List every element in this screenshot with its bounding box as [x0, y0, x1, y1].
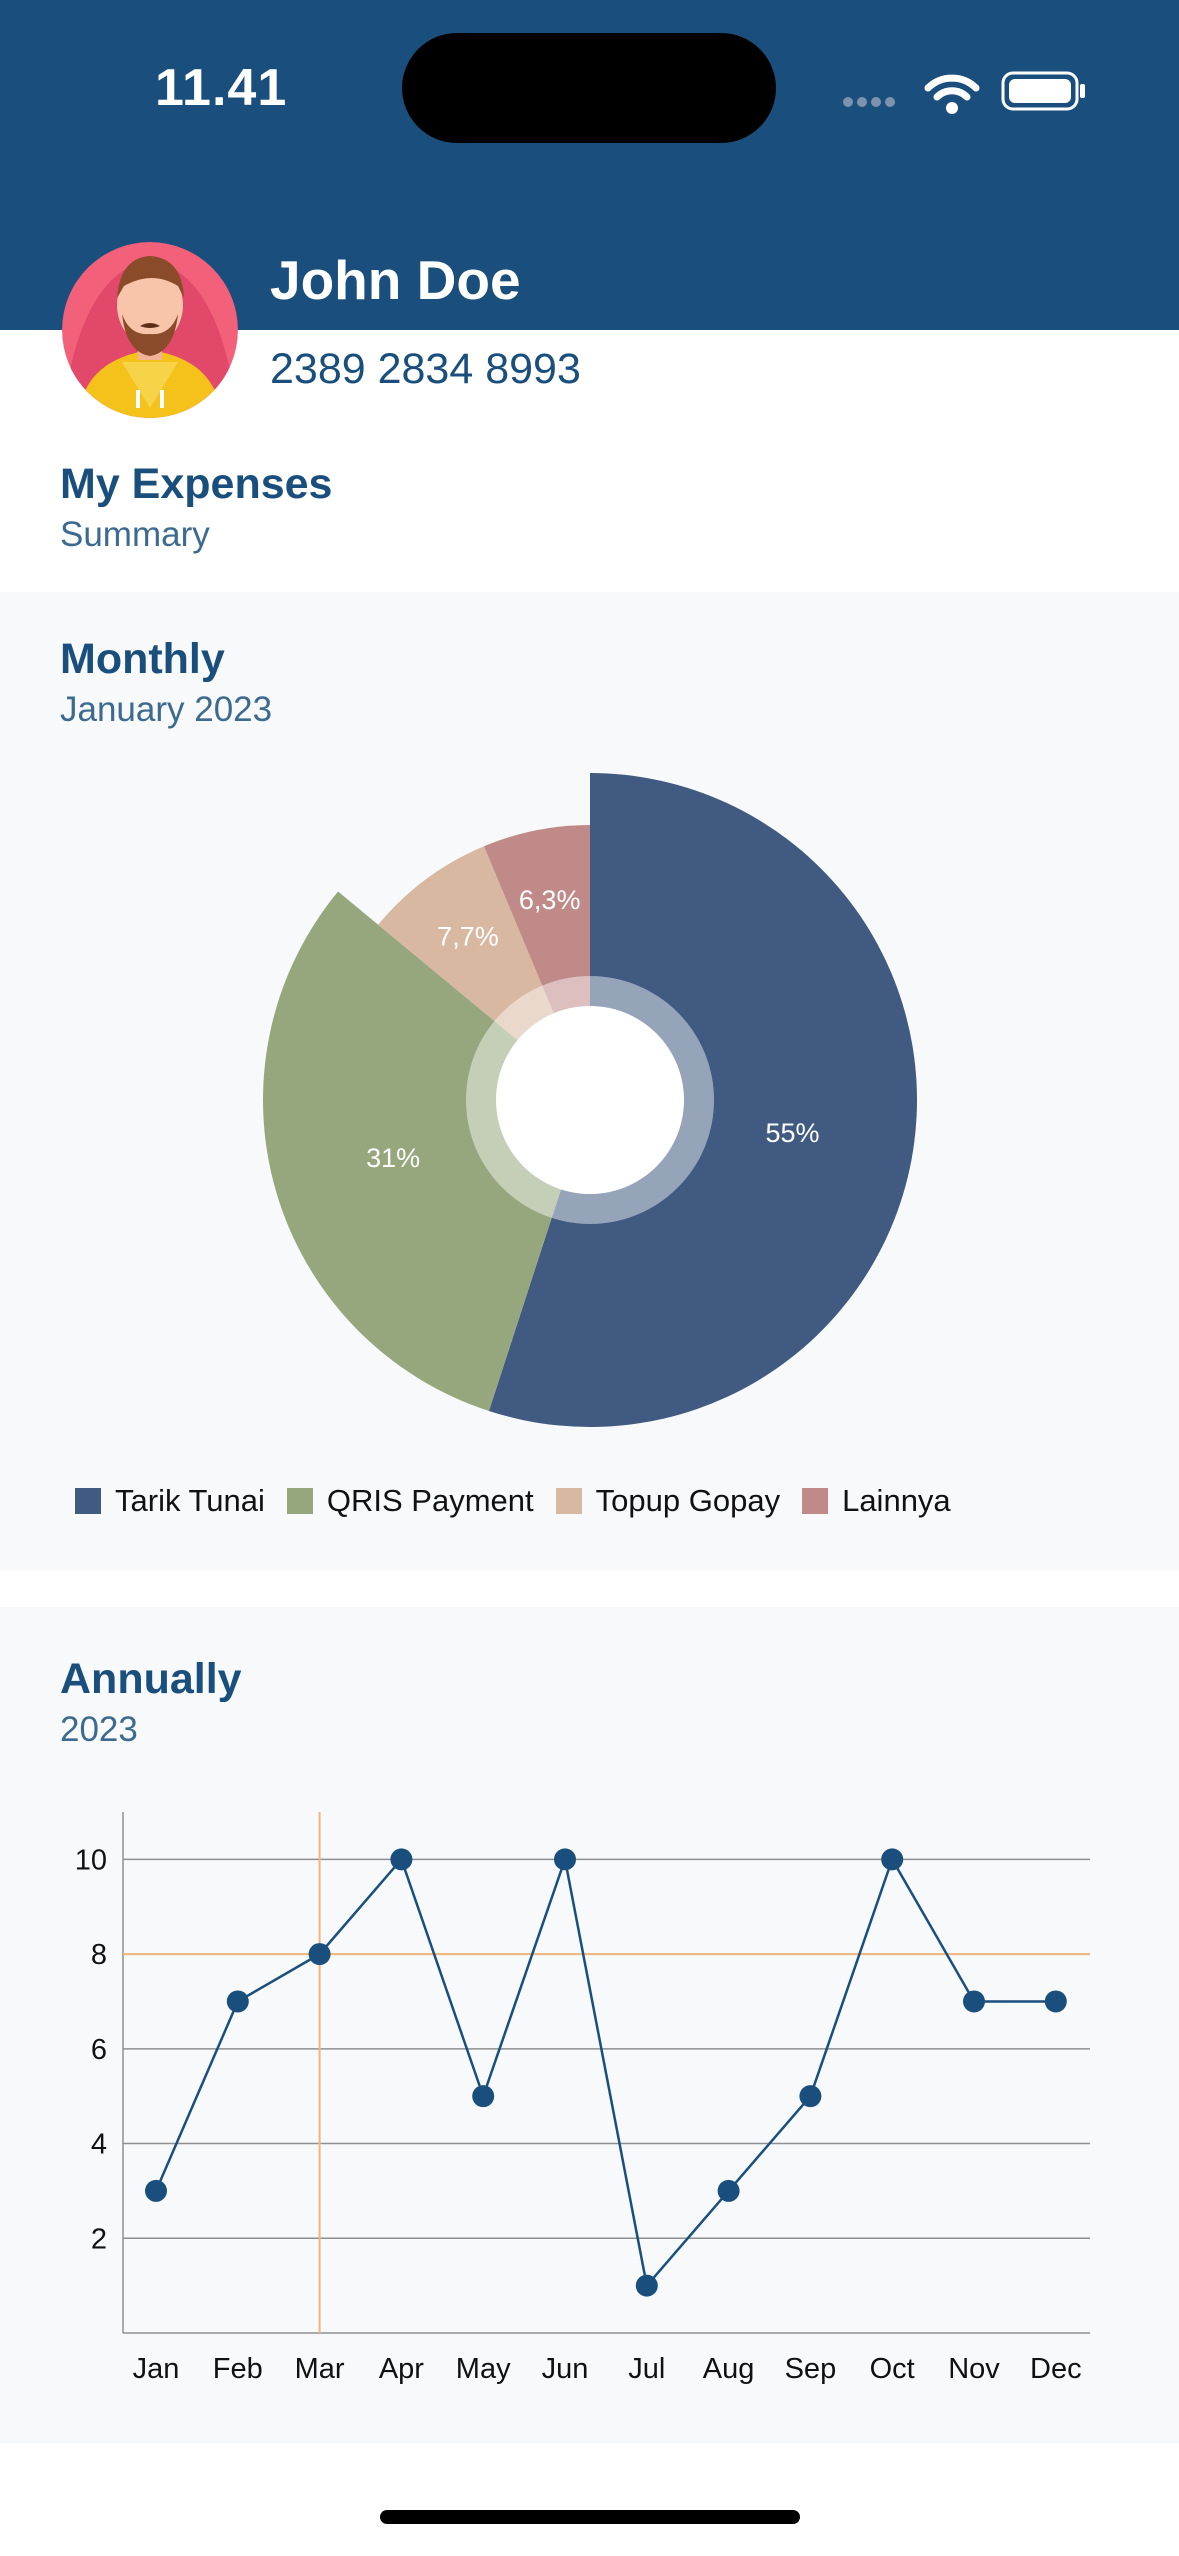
data-point-sep[interactable]: [799, 2085, 822, 2108]
y-tick-label: 10: [75, 1844, 107, 1876]
x-tick-label: Feb: [213, 2353, 263, 2385]
x-tick-label: Jun: [542, 2353, 589, 2385]
pie-label-qris-payment: 31%: [366, 1143, 420, 1173]
y-tick-label: 6: [91, 2034, 107, 2066]
pie-label-tarik-tunai: 55%: [765, 1118, 819, 1148]
y-tick-label: 2: [91, 2223, 107, 2255]
pie-legend: Tarik Tunai QRIS Payment Topup Gopay Lainny…: [75, 1483, 973, 1519]
legend-swatch: [286, 1488, 313, 1514]
legend-swatch: [802, 1488, 829, 1514]
x-tick-label: May: [456, 2353, 511, 2385]
x-tick-label: Jan: [133, 2353, 180, 2385]
x-tick-label: Mar: [295, 2353, 345, 2385]
legend-label: Lainnya: [842, 1483, 951, 1518]
pie-label-lainnya: 6,3%: [519, 885, 581, 915]
x-tick-label: Aug: [703, 2353, 755, 2385]
data-point-aug[interactable]: [717, 2179, 740, 2202]
data-point-apr[interactable]: [390, 1848, 413, 1871]
legend-swatch: [75, 1488, 101, 1514]
data-point-nov[interactable]: [963, 1990, 985, 2013]
monthly-pie-chart: 55% 31% 7,7% 6,3%: [263, 773, 917, 1427]
annual-period: 2023: [60, 1710, 138, 1749]
series-line: [154, 1854, 1056, 2289]
x-tick-label: Jul: [628, 2353, 665, 2385]
x-tick-label: Oct: [870, 2353, 915, 2385]
y-tick-label: 8: [91, 1939, 107, 1971]
pie-slice-tarik-tunai: [488, 773, 917, 1427]
status-time: 11.41: [155, 59, 288, 117]
battery-icon: [1001, 71, 1085, 111]
data-point-jan[interactable]: [145, 2179, 167, 2202]
data-point-oct[interactable]: [881, 1848, 904, 1871]
section-title: My Expenses: [60, 460, 333, 508]
section-subtitle: Summary: [60, 515, 210, 554]
dynamic-island: [402, 33, 776, 143]
wifi-icon: [924, 74, 980, 114]
annual-line-chart: 2 4 6 8 10 Jan Feb Mar Apr May Jun Jul Aug Sep Oct Nov D…: [75, 1812, 1090, 2385]
pie-slice-qris-payment: [263, 891, 590, 1411]
annual-panel: [0, 1607, 1179, 2443]
x-tick-label: Sep: [785, 2353, 837, 2385]
signal-icon: [843, 97, 895, 107]
legend-item-lainnya: Lainnya: [802, 1483, 951, 1519]
data-point-feb[interactable]: [226, 1990, 249, 2013]
legend-item-qris-payment: QRIS Payment: [286, 1483, 534, 1519]
y-tick-label: 4: [91, 2129, 107, 2161]
x-tick-label: Apr: [379, 2353, 424, 2385]
data-point-may[interactable]: [472, 2085, 495, 2108]
data-point-jun[interactable]: [554, 1848, 576, 1871]
x-tick-label: Dec: [1030, 2353, 1082, 2385]
pie-label-topup-gopay: 7,7%: [437, 921, 499, 951]
x-tick-label: Nov: [948, 2353, 1000, 2385]
pie-center-hole: [496, 1006, 684, 1194]
monthly-period: January 2023: [60, 690, 273, 729]
legend-item-topup-gopay: Topup Gopay: [555, 1483, 781, 1519]
data-point-jul[interactable]: [635, 2274, 658, 2297]
status-icons: [843, 71, 1085, 114]
data-point-dec[interactable]: [1044, 1990, 1067, 2013]
account-number: 2389 2834 8993: [270, 345, 581, 393]
data-point-mar[interactable]: [308, 1943, 331, 1966]
annual-title: Annually: [60, 1655, 242, 1703]
monthly-title: Monthly: [60, 635, 225, 683]
home-indicator: [380, 2510, 800, 2524]
user-name: John Doe: [270, 249, 521, 311]
legend-item-tarik-tunai: Tarik Tunai: [75, 1483, 265, 1519]
avatar: [62, 242, 238, 418]
legend-swatch: [555, 1488, 582, 1514]
legend-label: QRIS Payment: [326, 1483, 534, 1518]
legend-label: Topup Gopay: [595, 1483, 781, 1518]
legend-label: Tarik Tunai: [115, 1483, 265, 1518]
